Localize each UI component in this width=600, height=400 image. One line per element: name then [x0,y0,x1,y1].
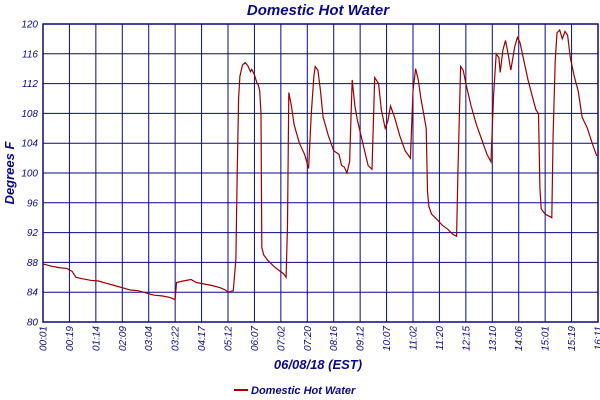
x-tick-label: 11:02 [409,326,420,351]
plot-frame [42,23,599,323]
x-tick-label: 03:04 [144,326,155,351]
y-tick-label: 108 [21,109,38,120]
x-tick-label: 13:10 [488,326,499,351]
y-tick-label: 84 [27,288,39,299]
y-tick-label: 96 [27,198,39,209]
y-tick-label: 116 [22,49,38,60]
y-tick-label: 92 [27,228,39,239]
series-line-domestic-hot-water [42,28,598,301]
x-tick-label: 12:15 [461,326,472,351]
y-tick-label: 88 [27,258,39,269]
x-tick-label: 00:19 [65,326,76,351]
y-tick-label: 80 [27,318,39,329]
chart-title: Domestic Hot Water [247,2,390,19]
x-tick-label: 09:12 [356,326,367,351]
x-tick-label: 11:20 [435,326,446,351]
x-tick-label: 05:12 [224,326,235,351]
y-tick-label: 100 [21,169,38,180]
y-tick-label: 120 [21,20,38,31]
x-tick-label: 14:06 [514,326,525,351]
x-tick-label: 07:20 [303,326,314,351]
y-axis-title: Degrees F [2,141,17,205]
x-tick-label: 10:07 [382,326,393,351]
legend-label: Domestic Hot Water [251,385,356,397]
grid [42,23,599,323]
x-tick-label: 15:19 [567,326,578,351]
x-tick-label: 07:02 [276,326,287,351]
x-tick-label: 00:01 [39,326,50,351]
y-axis-ticks: 80 84 88 92 96 100 104 108 112 116 120 [21,20,38,329]
x-tick-label: 04:17 [197,326,208,351]
x-tick-label: 02:09 [118,326,129,351]
x-axis-ticks: 00:01 00:19 01:14 02:09 03:04 03:22 04:17 05:12… [39,326,600,351]
x-tick-label: 08:16 [329,326,340,351]
x-tick-label: 01:14 [91,326,102,351]
x-tick-label: 15:01 [541,326,552,351]
legend: Domestic Hot Water [234,385,356,397]
x-tick-label: 03:22 [171,326,182,351]
x-tick-label: 06:07 [250,326,261,351]
y-tick-label: 104 [21,139,38,150]
y-tick-label: 112 [22,79,38,90]
x-axis-title: 06/08/18 (EST) [274,357,362,372]
x-tick-label: 16:11 [594,326,600,350]
